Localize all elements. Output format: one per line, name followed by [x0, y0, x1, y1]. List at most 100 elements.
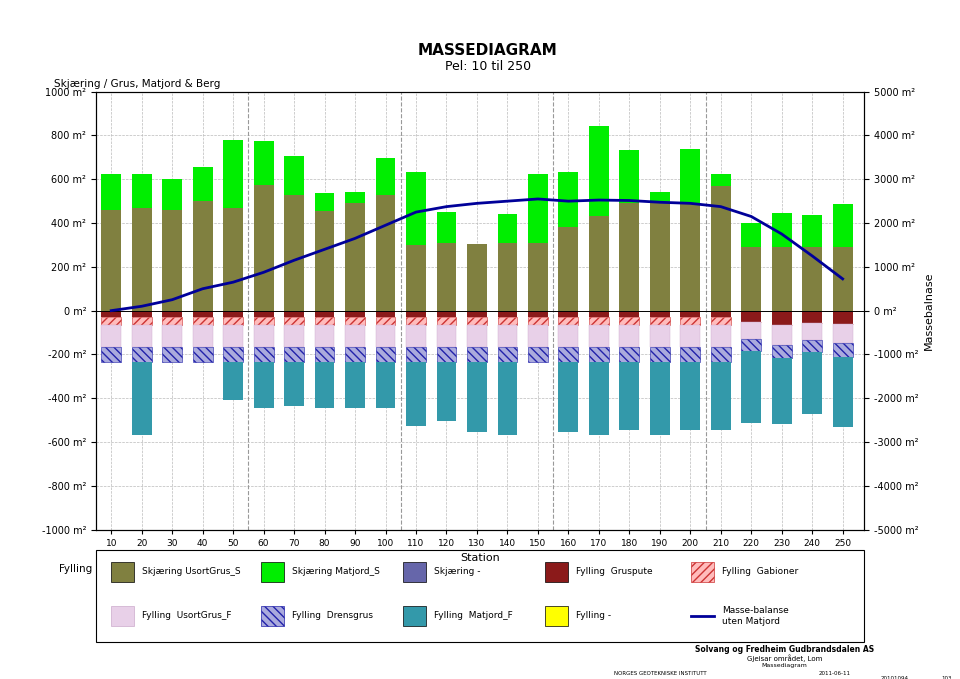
Bar [681, 203, 700, 311]
Bar [193, 325, 212, 347]
Bar [528, 243, 548, 311]
Bar [375, 317, 396, 325]
Bar [224, 208, 243, 311]
Bar [132, 208, 152, 311]
Bar [691, 562, 714, 582]
Bar [261, 606, 284, 626]
Bar [559, 363, 578, 433]
Bar [132, 311, 152, 317]
Bar [710, 363, 731, 430]
Bar [559, 325, 578, 347]
Bar [193, 201, 212, 311]
Bar [619, 363, 639, 430]
Bar [588, 317, 609, 325]
Bar [346, 311, 365, 317]
Bar [681, 325, 700, 347]
Bar [497, 317, 517, 325]
Bar [619, 317, 639, 325]
Bar [741, 247, 761, 311]
Bar [162, 317, 182, 325]
Bar [315, 317, 334, 325]
Bar [284, 317, 304, 325]
Bar [619, 149, 639, 203]
Bar [619, 311, 639, 317]
Bar [681, 149, 700, 203]
Bar [284, 325, 304, 347]
Bar [253, 363, 274, 408]
Bar [681, 317, 700, 325]
Bar [224, 325, 243, 347]
Text: Skjæring / Grus, Matjord & Berg: Skjæring / Grus, Matjord & Berg [54, 79, 220, 90]
Bar [111, 606, 134, 626]
Bar [588, 347, 609, 363]
Bar [497, 311, 517, 317]
Bar [102, 325, 121, 347]
Bar [803, 323, 822, 340]
Bar [681, 311, 700, 317]
Bar [437, 311, 456, 317]
Bar [588, 325, 609, 347]
Bar [803, 340, 822, 352]
Bar [772, 311, 792, 325]
Bar [772, 247, 792, 311]
Bar [650, 203, 670, 311]
Bar [545, 606, 568, 626]
Bar [253, 347, 274, 363]
Bar [710, 311, 731, 317]
Bar [253, 141, 274, 185]
Bar [346, 317, 365, 325]
Bar [803, 311, 822, 323]
Bar [650, 192, 670, 203]
Text: MASSEDIAGRAM: MASSEDIAGRAM [418, 43, 558, 58]
Bar [710, 325, 731, 347]
Text: Fylling  Gabioner: Fylling Gabioner [722, 568, 798, 576]
Bar [284, 156, 304, 195]
Bar [468, 325, 487, 347]
Bar [315, 194, 334, 211]
Bar [284, 195, 304, 311]
Bar [588, 217, 609, 311]
Text: NORGES GEOTEKNISKE INSTITUTT: NORGES GEOTEKNISKE INSTITUTT [614, 672, 707, 676]
Bar [497, 347, 517, 363]
Text: 20101094: 20101094 [880, 676, 908, 679]
Bar [497, 325, 517, 347]
Bar [437, 243, 456, 311]
Bar [375, 311, 396, 317]
Bar [650, 325, 670, 347]
Bar [284, 363, 304, 406]
Bar [468, 311, 487, 317]
Bar [437, 212, 456, 243]
Bar [741, 223, 761, 247]
Bar [193, 317, 212, 325]
Bar [619, 325, 639, 347]
Bar [403, 606, 426, 626]
Text: Gjeisar området, Lom: Gjeisar området, Lom [747, 654, 823, 662]
Bar [375, 325, 396, 347]
Bar [803, 247, 822, 311]
Bar [650, 311, 670, 317]
Bar [832, 311, 852, 324]
Bar [468, 347, 487, 363]
Text: Fylling -: Fylling - [576, 612, 612, 621]
Bar [162, 179, 182, 210]
Bar [832, 204, 852, 247]
Bar [406, 311, 426, 317]
Bar [772, 344, 792, 358]
Bar [559, 227, 578, 311]
Bar [224, 311, 243, 317]
Text: Skjæring -: Skjæring - [434, 568, 480, 576]
Bar [588, 363, 609, 435]
Bar [315, 363, 334, 408]
Bar [315, 311, 334, 317]
Bar [132, 347, 152, 363]
Bar [437, 317, 456, 325]
Bar [224, 317, 243, 325]
Bar [681, 347, 700, 363]
Text: Fylling  Drensgrus: Fylling Drensgrus [292, 612, 372, 621]
Bar [253, 317, 274, 325]
Bar [193, 167, 212, 201]
Bar [253, 185, 274, 311]
Bar [346, 325, 365, 347]
Bar [437, 325, 456, 347]
Bar [741, 339, 761, 351]
